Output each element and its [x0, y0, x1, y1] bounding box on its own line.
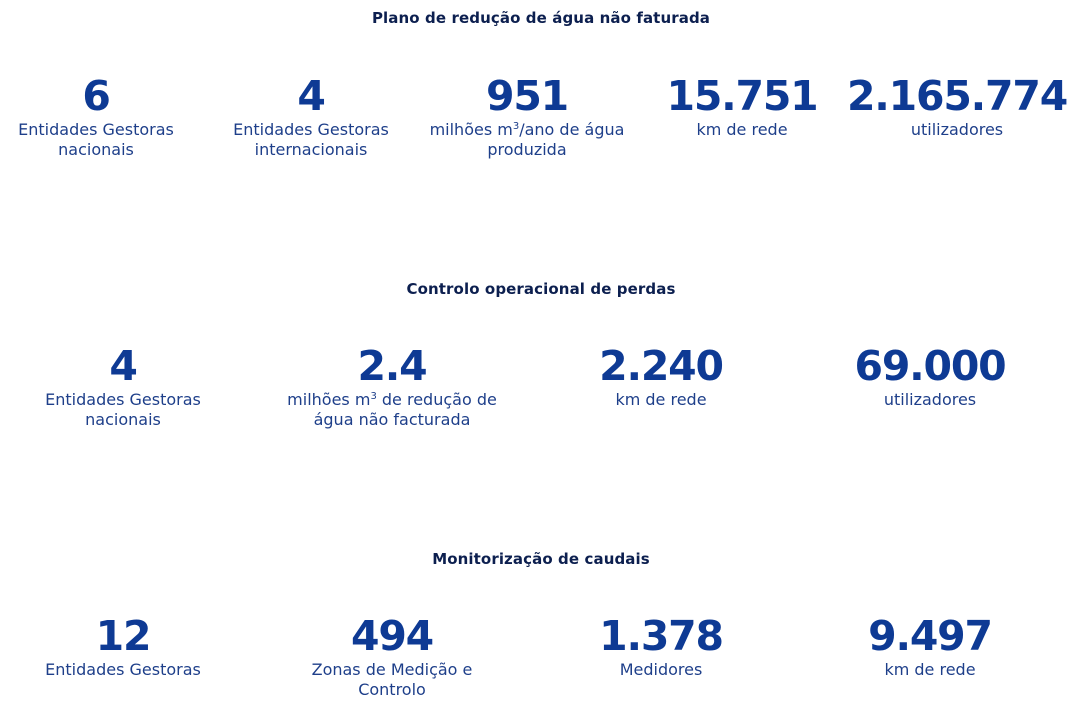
section-title-plano: Plano de redução de água não faturada	[371, 9, 711, 27]
stat-label: milhões m3 de redução de água não factur…	[287, 390, 497, 429]
stat-label: Entidades Gestoras nacionais	[45, 390, 201, 429]
stat-label: milhões m3/ano de água produzida	[429, 120, 625, 159]
stat-entidades-internacionais: 4 Entidades Gestoras internacionais	[233, 72, 389, 160]
stat-value: 951	[486, 72, 569, 120]
stat-value: 2.165.774	[846, 72, 1068, 120]
stat-value: 494	[351, 612, 434, 660]
stat-value: 6	[82, 72, 111, 120]
stat-value: 2.4	[357, 342, 427, 390]
stat-label: Entidades Gestoras	[45, 660, 201, 679]
stat-medidores: 1.378 Medidores	[599, 612, 724, 680]
stat-agua-produzida: 951 milhões m3/ano de água produzida	[430, 72, 625, 160]
stat-reducao-agua: 2.4 milhões m3 de redução de água não fa…	[287, 342, 497, 430]
stat-utilizadores: 69.000 utilizadores	[854, 342, 1006, 410]
stat-label: Entidades Gestoras nacionais	[18, 120, 174, 159]
stat-label: km de rede	[696, 120, 788, 139]
stat-km-rede: 9.497 km de rede	[868, 612, 993, 680]
stat-label: Zonas de Medição e Controlo	[311, 660, 473, 699]
stat-label: utilizadores	[883, 390, 977, 409]
stat-entidades-nacionais: 4 Entidades Gestoras nacionais	[45, 342, 201, 430]
section-title-controlo: Controlo operacional de perdas	[406, 280, 676, 298]
stat-entidades-gestoras: 12 Entidades Gestoras	[45, 612, 201, 680]
stat-km-rede: 2.240 km de rede	[599, 342, 724, 410]
stat-label: Medidores	[619, 660, 703, 679]
stat-value: 4	[109, 342, 138, 390]
stat-label: km de rede	[615, 390, 707, 409]
stat-value: 9.497	[868, 612, 993, 660]
stat-value: 2.240	[599, 342, 724, 390]
stat-label: Entidades Gestoras internacionais	[233, 120, 389, 159]
stat-label: km de rede	[884, 660, 976, 679]
stat-label: utilizadores	[910, 120, 1004, 139]
section-title-monitorizacao: Monitorização de caudais	[432, 550, 650, 568]
stat-value: 4	[297, 72, 326, 120]
stat-value: 1.378	[599, 612, 724, 660]
stat-km-rede: 15.751 km de rede	[666, 72, 818, 140]
stat-utilizadores: 2.165.774 utilizadores	[846, 72, 1068, 140]
stat-value: 12	[95, 612, 152, 660]
stat-value: 69.000	[854, 342, 1006, 390]
stat-value: 15.751	[666, 72, 818, 120]
stat-zonas-medicao: 494 Zonas de Medição e Controlo	[312, 612, 473, 700]
stat-entidades-nacionais: 6 Entidades Gestoras nacionais	[18, 72, 174, 160]
